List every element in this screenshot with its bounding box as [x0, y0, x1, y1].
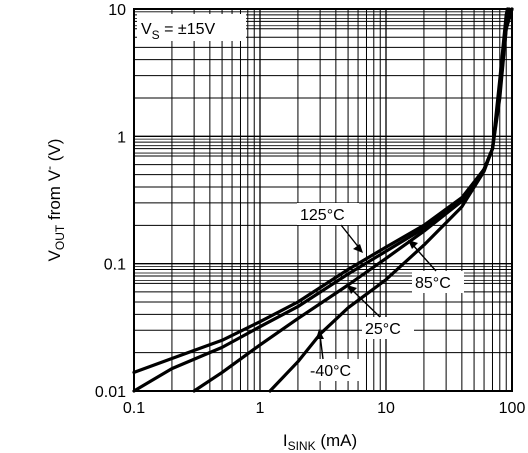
label-bg-85	[412, 271, 464, 293]
x-title-rest: (mA)	[316, 431, 358, 450]
arrowhead-85c	[408, 240, 418, 249]
plot-frame	[133, 8, 513, 392]
arrowhead-125c	[353, 244, 363, 253]
y-tick-label: 0.01	[95, 384, 126, 401]
y-tick-label: 0.1	[104, 257, 126, 274]
series-label-125c: 125°C	[300, 207, 345, 224]
y-title-end: (V)	[45, 139, 64, 166]
label-bg-125	[297, 203, 359, 225]
x-tick-label: 100	[499, 400, 526, 417]
series-label-25c: 25°C	[365, 321, 401, 338]
arrowhead-25c	[347, 285, 357, 294]
y-title-sup: -	[42, 166, 56, 170]
grid	[133, 9, 512, 392]
series-label-85c: 85°C	[415, 275, 451, 292]
condition-main: V	[141, 21, 152, 38]
condition-sub: S	[152, 28, 160, 42]
series-line-1	[132, 7, 514, 393]
x-title-main: I	[283, 431, 288, 450]
series-label-minus40c: -40°C	[310, 363, 351, 380]
arrow-85c	[411, 243, 437, 272]
y-axis-title: VOUT from V- (V)	[42, 139, 67, 262]
y-title-main: V	[45, 249, 64, 261]
x-tick-label: 10	[377, 400, 395, 417]
series-layer	[132, 7, 514, 393]
annotations: 125°C 85°C 25°C -40°C	[297, 203, 464, 381]
x-axis-title: ISINK (mA)	[283, 431, 357, 453]
arrow-25c	[350, 288, 381, 318]
arrowhead-minus40c	[316, 329, 324, 339]
x-tick-label: 1	[256, 400, 265, 417]
y-title-rest: from V	[45, 169, 64, 224]
arrow-125c	[340, 224, 361, 250]
y-tick-label: 10	[108, 2, 126, 19]
x-title-sub: SINK	[288, 439, 316, 453]
label-bg-25	[362, 317, 414, 339]
label-bg-m40	[307, 359, 363, 381]
y-title-sub: OUT	[53, 224, 67, 250]
x-tick-label: 0.1	[123, 400, 145, 417]
y-tick-label: 1	[117, 129, 126, 146]
condition-label-background	[137, 14, 246, 41]
condition-rest: = ±15V	[160, 21, 216, 38]
series-line-0	[132, 7, 514, 374]
condition-label: VS = ±15V	[141, 21, 216, 42]
